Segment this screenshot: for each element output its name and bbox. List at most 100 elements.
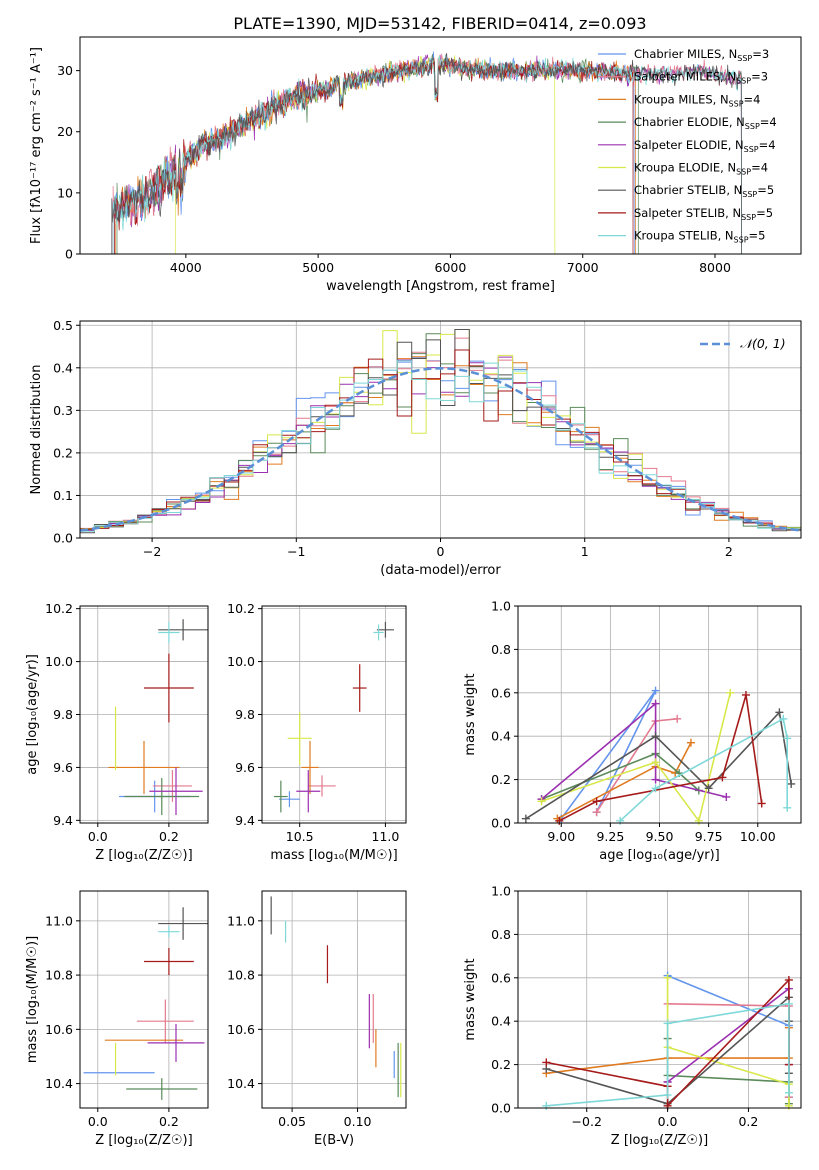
errorbar-salpeter-stelib [144, 653, 194, 723]
weight-marker [651, 732, 660, 741]
y-tick-label: 11.0 [45, 913, 73, 928]
y-axis-label: Normed distribution [29, 365, 44, 495]
x-tick-label: 0.2 [159, 829, 179, 844]
weight-marker [651, 686, 660, 695]
weight-marker [783, 803, 792, 812]
x-tick-label: 1 [581, 544, 589, 559]
weight-marker [783, 734, 792, 743]
legend-entry-chabrier-miles: Chabrier MILES, NSSP=3 [634, 47, 769, 63]
weight-marker [704, 784, 713, 793]
weight-marker [537, 797, 546, 806]
x-tick-label: 0 [437, 544, 445, 559]
errorbar-salpeter-elodie [147, 1023, 205, 1062]
weight-marker [784, 1088, 793, 1097]
errorbar-salpeter-stelib [352, 664, 367, 712]
y-tick-label: 10.6 [227, 1022, 255, 1037]
errorbar-chabrier-elodie [124, 778, 200, 816]
y-tick-label: 10.2 [227, 601, 255, 616]
weight-line-salpeter-elodie [541, 701, 727, 800]
y-tick-label: 10.8 [45, 968, 73, 983]
x-tick-label: 0.0 [658, 1114, 678, 1129]
errorbar-chabrier-stelib [376, 621, 394, 638]
y-tick-label: 9.8 [235, 707, 255, 722]
legend-entry-kroupa-elodie: Kroupa ELODIE, NSSP=4 [634, 161, 768, 177]
weight-marker [592, 797, 601, 806]
weight-line-chabrier-elodie [666, 1038, 790, 1104]
y-tick-label: 9.6 [53, 760, 73, 775]
x-tick-label: 6000 [435, 260, 467, 275]
errorbar-salpeter-elodie [149, 767, 203, 816]
x-tick-label: 8000 [699, 260, 731, 275]
y-tick-label: 0.4 [491, 1014, 511, 1029]
legend-entry-salpeter-elodie: Salpeter ELODIE, NSSP=4 [634, 138, 776, 154]
x-tick-label: 0.0 [88, 829, 108, 844]
x-tick-label: 5000 [302, 260, 334, 275]
x-tick-label: 0.2 [738, 1114, 758, 1129]
y-tick-label: 30 [57, 63, 73, 78]
weight-marker [651, 758, 660, 767]
y-tick-label: 0.2 [491, 772, 511, 787]
y-axis-label: mass weight [463, 958, 478, 1040]
y-axis-label: mass weight [463, 673, 478, 755]
errorbar-chabrier-stelib [158, 619, 208, 641]
y-tick-label: 0.5 [53, 318, 73, 333]
weight-line-salpeter-elodie [667, 986, 790, 1083]
weight-marker [651, 784, 660, 793]
weight-marker [592, 808, 601, 817]
x-tick-label: 10.5 [286, 829, 314, 844]
y-tick-label: 0.8 [491, 642, 511, 657]
y-axis-label: mass [log₁₀(M/M☉)] [25, 936, 40, 1063]
errorbar-kroupa-elodie [287, 711, 312, 765]
weight-marker [784, 975, 793, 984]
weight-marker [686, 738, 695, 747]
y-axis-label: Flux [fλ10⁻¹⁷ erg cm⁻² s⁻¹ A⁻¹] [29, 47, 44, 244]
errorbar-kroupa-stelib [158, 926, 180, 938]
y-tick-label: 10.0 [45, 654, 73, 669]
weight-line-kroupa-miles [556, 742, 692, 820]
x-axis-label: Z [log₁₀(Z/Z☉)] [611, 1133, 708, 1148]
y-tick-label: 0.2 [491, 1057, 511, 1072]
legend-entry-gaussian: 𝒩(0, 1) [740, 336, 786, 351]
y-tick-label: 0.0 [491, 816, 511, 831]
y-tick-label: 1.0 [491, 599, 511, 614]
weight-marker [651, 699, 660, 708]
chart-mass-ebv: 0.05 0.10 10.4 10.6 10.8 11.0 E(B-V) [227, 890, 407, 1148]
errorbar-salpeter-stelib [144, 947, 194, 976]
weight-marker [663, 973, 672, 982]
chart-spectrum: 4000 5000 6000 7000 8000 0 10 20 30 wavelength [A… [29, 36, 802, 294]
errorbar-salpeter-elodie [296, 770, 321, 813]
weight-line-kroupa-elodie [541, 692, 731, 823]
legend-entry-kroupa-stelib: Kroupa STELIB, NSSP=5 [634, 229, 765, 245]
x-axis-label: (data-model)/error [380, 563, 501, 578]
figure-title: PLATE=1390, MJD=53142, FIBERID=0414, z=0… [233, 14, 646, 33]
x-axis-label: Z [log₁₀(Z/Z☉)] [95, 1133, 192, 1148]
chart-age-z: 0.0 0.2 9.4 9.6 9.8 10.0 10.2 Z [log₁₀(Z/Z☉)] ag… [25, 601, 209, 863]
y-tick-label: 10.2 [45, 601, 73, 616]
y-tick-label: 10.6 [45, 1022, 73, 1037]
weight-marker [718, 773, 727, 782]
chart-weight-age: 9.00 9.25 9.50 9.75 10.00 0.0 0.2 0.4 0.6 0.8 1.0 a… [463, 599, 802, 863]
weight-marker [779, 714, 788, 723]
y-tick-label: 0.4 [53, 360, 73, 375]
legend-entry-kroupa-miles: Kroupa MILES, NSSP=4 [634, 92, 760, 108]
y-tick-label: 9.8 [53, 707, 73, 722]
y-tick-label: 10.4 [45, 1076, 73, 1091]
weight-marker [542, 1058, 551, 1067]
x-tick-label: 0.10 [344, 1114, 372, 1129]
weight-marker [651, 775, 660, 784]
legend-entry-chabrier-stelib: Chabrier STELIB, NSSP=5 [634, 183, 774, 199]
y-tick-label: 0.8 [491, 927, 511, 942]
plot-frame [261, 890, 407, 1109]
errorbar-salpeter-miles [308, 775, 336, 797]
x-tick-label: 9.00 [547, 829, 575, 844]
chart-weight-z: −0.2 0.0 0.2 0.0 0.2 0.4 0.6 0.8 1.0 Z [log₁₀(Z/Z… [463, 884, 802, 1148]
y-tick-label: 0.0 [53, 531, 73, 546]
errorbar-kroupa-miles [301, 740, 319, 794]
y-axis-label: age [log₁₀(age/yr)] [25, 654, 40, 775]
x-tick-label: 0.2 [159, 1114, 179, 1129]
errorbar-salpeter-miles [136, 999, 194, 1043]
y-tick-label: 9.4 [53, 813, 73, 828]
y-tick-label: 10.8 [227, 968, 255, 983]
weight-marker [784, 999, 793, 1008]
chart-age-mass: 10.5 11.0 9.4 9.6 9.8 10.0 10.2 mass [log₁₀(M/M… [227, 601, 407, 863]
